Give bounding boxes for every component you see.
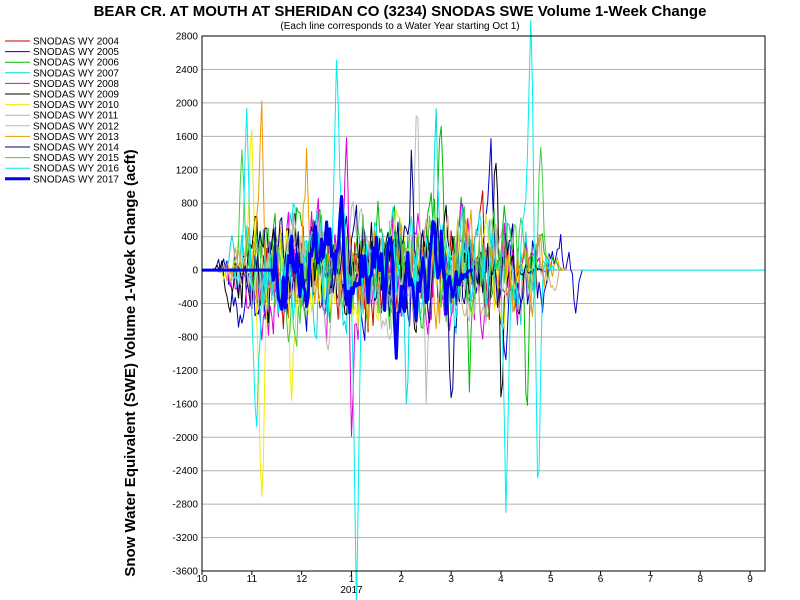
- legend-label: SNODAS WY 2012: [33, 121, 119, 132]
- legend-label: SNODAS WY 2006: [33, 58, 119, 69]
- legend-label: SNODAS WY 2004: [33, 37, 119, 48]
- plot-area: 2800 2400 2000 1600 1200 800 400 0 -400 -800 -1200…: [172, 19, 766, 600]
- x-tick-label: 10: [196, 574, 208, 585]
- legend-label: SNODAS WY 2013: [33, 132, 119, 143]
- chart-subtitle: (Each line corresponds to a Water Year s…: [280, 21, 519, 32]
- series-line-snodas-wy-2017: [202, 195, 473, 360]
- x-tick-label: 9: [747, 574, 753, 585]
- y-axis-label: Snow Water Equivalent (SWE) Volume 1-Wee…: [122, 149, 139, 576]
- x-tick-label: 1: [349, 574, 355, 585]
- y-tick-label: -400: [178, 299, 198, 310]
- x-tick-label: 11: [247, 574, 258, 585]
- legend-label: SNODAS WY 2017: [33, 174, 119, 185]
- y-tick-label: -2800: [172, 500, 198, 511]
- legend-label: SNODAS WY 2011: [33, 111, 119, 122]
- y-tick-label: -3600: [172, 567, 198, 578]
- legend-label: SNODAS WY 2015: [33, 153, 119, 164]
- y-tick-label: -3200: [172, 533, 198, 544]
- y-tick-label: -800: [178, 332, 198, 343]
- y-tick-label: 800: [181, 199, 198, 210]
- y-tick-label: 0: [192, 266, 198, 277]
- y-tick-label: 400: [181, 232, 198, 243]
- y-tick-label: -1600: [172, 399, 198, 410]
- x-tick-label: 12: [296, 574, 308, 585]
- legend-label: SNODAS WY 2005: [33, 47, 119, 58]
- x-axis-year-label: 2017: [340, 585, 363, 596]
- plot-frame: [201, 35, 766, 572]
- x-tick-label: 7: [648, 574, 654, 585]
- x-tick-label: 6: [598, 574, 604, 585]
- legend-label: SNODAS WY 2016: [33, 164, 119, 175]
- y-tick-label: -2000: [172, 433, 198, 444]
- y-tick-label: -2400: [172, 466, 198, 477]
- chart-title: BEAR CR. AT MOUTH AT SHERIDAN CO (3234) …: [94, 3, 707, 20]
- y-tick-label: 2400: [176, 65, 199, 76]
- legend-label: SNODAS WY 2010: [33, 100, 119, 111]
- legend-label: SNODAS WY 2007: [33, 68, 119, 79]
- legend-label: SNODAS WY 2008: [33, 79, 119, 90]
- legend-label: SNODAS WY 2014: [33, 143, 119, 154]
- y-tick-label: -1200: [172, 366, 198, 377]
- x-tick-label: 8: [697, 574, 703, 585]
- y-tick-label: 2000: [176, 98, 199, 109]
- y-tick-label: 2800: [176, 32, 199, 43]
- series-line-snodas-wy-2016: [226, 19, 558, 600]
- y-tick-label: 1600: [176, 132, 199, 143]
- x-tick-label: 2: [399, 574, 405, 585]
- y-tick-label: 1200: [176, 165, 199, 176]
- x-tick-label: 3: [448, 574, 454, 585]
- legend-label: SNODAS WY 2009: [33, 90, 119, 101]
- x-tick-label: 5: [548, 574, 554, 585]
- x-tick-label: 4: [498, 574, 504, 585]
